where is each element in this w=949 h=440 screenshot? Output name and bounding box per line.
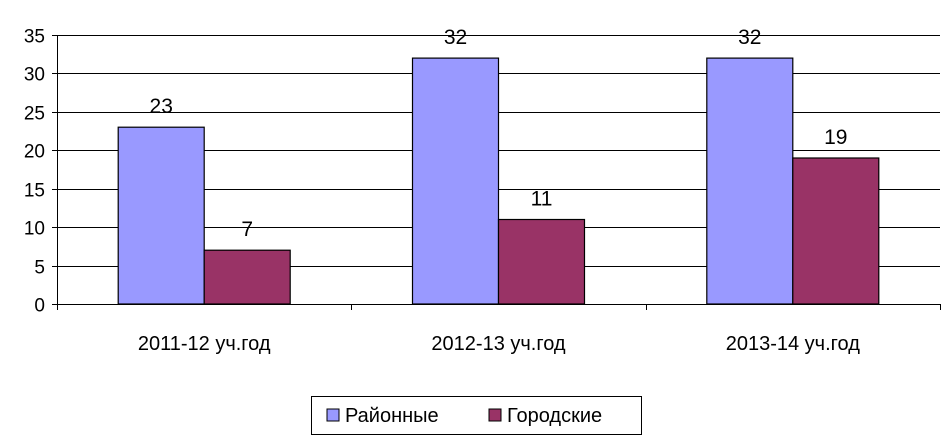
data-label: 11 — [531, 188, 553, 211]
data-label: 32 — [444, 26, 467, 49]
data-label: 19 — [824, 126, 847, 149]
legend-label: Городские — [507, 405, 602, 427]
y-tick-label: 0 — [34, 296, 45, 317]
data-label: 7 — [241, 218, 253, 241]
y-tick-label: 5 — [34, 258, 45, 279]
y-tick-label: 20 — [24, 142, 45, 163]
x-category-label: 2013-14 уч.год — [726, 333, 860, 355]
legend: Районные Городские — [311, 396, 642, 435]
y-tick-label: 35 — [24, 27, 45, 48]
legend-swatch — [488, 408, 502, 422]
bars — [117, 57, 880, 305]
y-tick-label: 30 — [24, 65, 45, 86]
legend-box — [311, 396, 642, 435]
x-category-label: 2012-13 уч.год — [431, 333, 565, 355]
data-labels: 23 7 32 11 32 19 — [150, 26, 848, 241]
legend-label: Районные — [345, 405, 439, 427]
y-tick-label: 15 — [24, 181, 45, 202]
y-tick-label: 25 — [24, 104, 45, 125]
x-category-label: 2011-12 уч.год — [138, 333, 271, 355]
data-label: 23 — [150, 95, 173, 118]
bar — [497, 218, 586, 305]
y-tick-label: 10 — [24, 219, 45, 240]
axes: 0 5 10 15 20 25 30 35 2011-12 уч.год 2012-13 уч.г… — [24, 27, 941, 355]
bar — [792, 157, 880, 305]
bar — [203, 249, 291, 305]
data-label: 32 — [738, 26, 761, 49]
bar — [117, 126, 205, 305]
bar — [706, 57, 794, 305]
legend-swatch — [326, 408, 340, 422]
bar — [411, 57, 500, 305]
